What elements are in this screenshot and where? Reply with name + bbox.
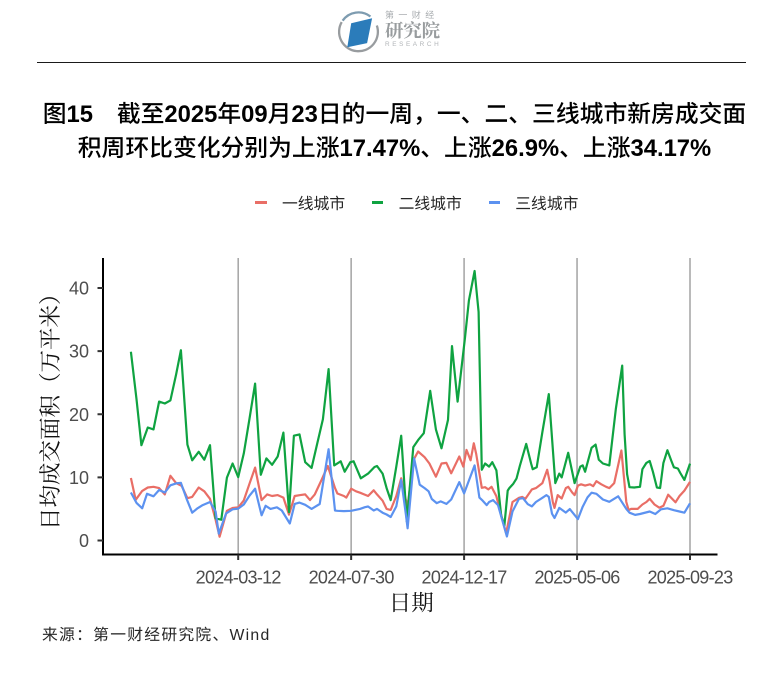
legend-label-tier2: 二线城市 (398, 191, 462, 214)
x-axis-title: 日期 (389, 586, 434, 618)
legend-item-tier2: 二线城市 (371, 191, 462, 214)
y-tick-label: 40 (69, 279, 89, 299)
y-axis-title: 日均成交面积（万平米） (33, 282, 65, 530)
x-tick-label: 2025-05-06 (535, 568, 621, 588)
series-三线城市 (129, 448, 691, 538)
chart-legend: 一线城市 二线城市 三线城市 (25, 191, 783, 214)
legend-swatch-tier1 (255, 200, 267, 205)
figure-title-line2: 积周环比变化分别为上涨17.47%、上涨26.9%、上涨34.17% (77, 134, 712, 162)
legend-swatch-tier3 (488, 200, 500, 205)
y-tick-label: 20 (69, 405, 89, 425)
header-divider (37, 62, 746, 63)
x-tick-label: 2025-09-23 (647, 568, 733, 588)
legend-label-tier3: 三线城市 (515, 191, 579, 214)
y-tick-label: 30 (69, 342, 89, 362)
source-note: 来源：第一财经研究院、Wind (42, 621, 271, 645)
logo-brand-large: 研究院 (385, 17, 440, 43)
y-tick-label: 10 (69, 468, 89, 488)
figure-title-line1: 图15 截至2025年09月23日的一周，一、二、三线城市新房成交面 (42, 101, 747, 128)
series-二线城市 (129, 269, 692, 527)
logo-brand-sub: RESEARCH (385, 41, 442, 48)
y-tick-label: 0 (79, 531, 89, 551)
x-tick-label: 2024-07-30 (309, 568, 395, 588)
logo-brand-small: 第一财经 (385, 8, 439, 21)
x-tick-label: 2024-12-17 (422, 568, 508, 588)
legend-item-tier3: 三线城市 (488, 191, 579, 214)
figure-title: 图15 截至2025年09月23日的一周，一、二、三线城市新房成交面 积周环比变… (3, 98, 783, 165)
series-一线城市 (129, 442, 691, 538)
legend-swatch-tier2 (371, 200, 384, 205)
legend-item-tier1: 一线城市 (255, 191, 345, 214)
x-tick-label: 2024-03-12 (196, 568, 282, 588)
yicai-research-logo: 第一财经 研究院 RESEARCH (336, 5, 466, 58)
legend-label-tier1: 一线城市 (281, 191, 346, 214)
line-chart: 0 10 20 30 40 2024-03-12 2024-07-30 2024-12-17 2… (33, 258, 734, 618)
logo-mark-icon (337, 11, 380, 53)
